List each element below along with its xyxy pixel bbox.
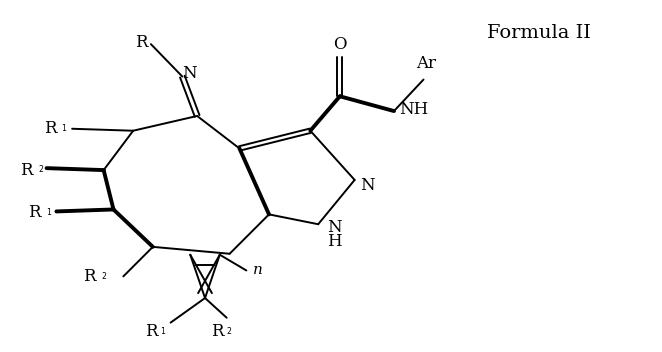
Text: $_1$: $_1$ [160, 325, 166, 338]
Text: R: R [135, 34, 148, 51]
Text: R: R [144, 323, 157, 340]
Text: $_1$: $_1$ [62, 122, 68, 135]
Text: $_2$: $_2$ [101, 270, 107, 283]
Text: $_2$: $_2$ [226, 325, 232, 338]
Text: Formula II: Formula II [487, 24, 591, 43]
Text: O: O [333, 36, 347, 52]
Text: N: N [182, 65, 197, 82]
Text: N: N [360, 177, 375, 194]
Text: NH: NH [399, 101, 428, 118]
Text: Ar: Ar [416, 55, 436, 72]
Text: $_2$: $_2$ [38, 164, 44, 176]
Text: R: R [211, 323, 223, 340]
Text: R: R [44, 120, 56, 137]
Text: R: R [83, 268, 96, 285]
Text: n: n [254, 264, 263, 277]
Text: N: N [326, 219, 342, 236]
Text: R: R [28, 204, 40, 221]
Text: H: H [326, 233, 342, 250]
Text: $_1$: $_1$ [46, 206, 52, 219]
Text: R: R [21, 162, 33, 178]
